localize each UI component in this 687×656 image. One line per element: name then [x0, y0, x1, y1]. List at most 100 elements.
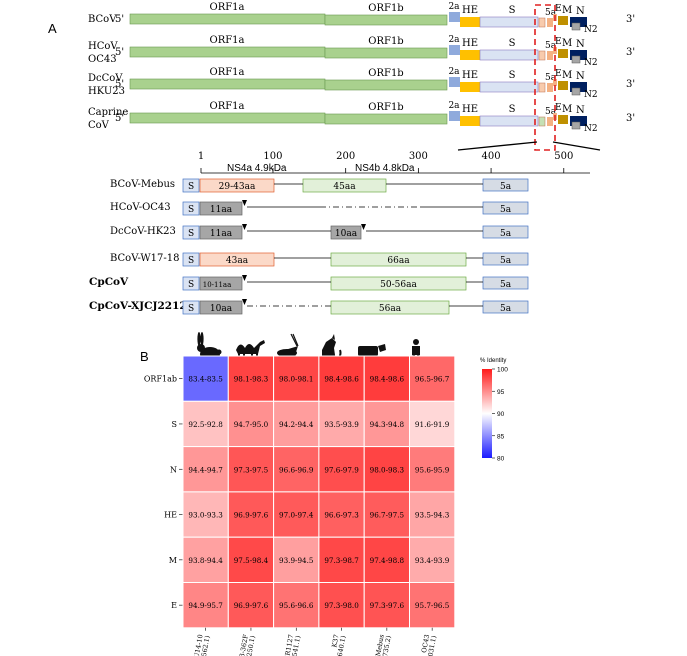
- orf1b-label: ORF1b: [368, 36, 403, 47]
- heatmap-cell-label: 97.0-97.4: [279, 511, 314, 520]
- heatmap-cell-label: 83.4-83.5: [188, 375, 223, 384]
- he-label: HE: [462, 104, 478, 115]
- zoom-5a-box: [482, 201, 529, 215]
- gene-5a-box: [547, 51, 553, 60]
- ns4b-seg: [330, 252, 467, 267]
- heatmap-row-label: S: [172, 420, 177, 429]
- heatmap-col-label: BCoV-Mebus(U00735.2): [371, 633, 393, 656]
- m-label: M: [562, 70, 572, 81]
- zoom-row-name: DcCoV-HK23: [110, 226, 176, 237]
- orf1a-label: ORF1a: [210, 2, 245, 13]
- s-label: S: [509, 5, 516, 16]
- he-label: HE: [462, 38, 478, 49]
- heatmap-cell-label: 98.4-98.6: [370, 375, 405, 384]
- heatmap-cell-label: 94.3-94.8: [370, 420, 405, 429]
- gene-2a-label: 2a: [448, 101, 460, 111]
- e-label: E: [555, 69, 562, 79]
- e-box: [553, 79, 557, 86]
- ns4-box: [538, 116, 546, 127]
- zoom-row: HCoV-OC43 S 5a 11aa: [110, 200, 529, 216]
- heatmap-cell-label: 96.9-97.6: [234, 511, 269, 520]
- gene-2a-box: [449, 12, 460, 22]
- heatmap-cell: [409, 582, 456, 629]
- orf1b-bar: [324, 79, 448, 91]
- heatmap-cell-label: 97.4-98.8: [370, 556, 405, 565]
- axis-tick-label: 200: [336, 151, 355, 162]
- colorbar-tick-label: 90: [497, 411, 505, 418]
- zoom-row-name: CpCoV-XJCJ2212: [89, 300, 187, 312]
- zoom-5a-box: [482, 276, 529, 290]
- s-box: [479, 16, 539, 28]
- zoom-row: DcCoV-HK23 S 5a 11aa 10aa: [110, 224, 529, 240]
- zoom-row: CpCoV S 5a 10-11aa 50-56aa: [89, 275, 529, 291]
- heatmap: ORF1ab 83.4-83.5 98.1-98.3 98.0-98.1 98.4-98…: [144, 355, 456, 656]
- zoom-axis: 1 100 200 300 400 500: [198, 151, 590, 174]
- heatmap-cell: [318, 582, 365, 629]
- axis-tick-label: 300: [409, 151, 428, 162]
- colorbar-tick-label: 100: [497, 367, 508, 374]
- n-box: [570, 116, 587, 126]
- genome-name: DcCoV: [88, 73, 123, 84]
- heatmap-cell-label: 97.6-97.9: [324, 465, 359, 474]
- heatmap-cell: [182, 400, 229, 448]
- ns4a-seg: [199, 178, 275, 193]
- n2-box: [571, 87, 581, 96]
- zoom-s-label: S: [188, 205, 194, 215]
- m-label: M: [562, 104, 572, 115]
- heatmap-col-label: HKU23-362F(KF906250.1): [234, 633, 257, 656]
- heatmap-cell-label: 94.7-95.0: [234, 420, 269, 429]
- n2-label: N2: [584, 90, 598, 100]
- n2-box: [571, 22, 581, 31]
- heatmap-cell-label: 96.7-97.5: [370, 511, 405, 520]
- heatmap-cell: [363, 491, 411, 538]
- he-box: [460, 82, 480, 92]
- zoom-5a-label: 5a: [500, 304, 512, 314]
- heatmap-cell: [227, 491, 275, 538]
- zoom-5a-label: 5a: [500, 182, 512, 192]
- three-prime-end: 3': [626, 79, 635, 90]
- n-box: [570, 17, 587, 27]
- stop-marker: [242, 275, 247, 281]
- n-label: N: [576, 71, 585, 82]
- ns4b-seg: [330, 300, 450, 315]
- orf1b-label: ORF1b: [368, 68, 403, 79]
- zoom-row-name: HCoV-OC43: [110, 202, 171, 213]
- gene-2a-box: [449, 77, 460, 87]
- heatmap-cell-label: 98.1-98.3: [234, 375, 269, 384]
- gene-5a-box: [547, 18, 553, 27]
- n-label: N: [576, 39, 585, 50]
- ns4b-seg: [330, 276, 467, 291]
- orf1a-bar: [129, 46, 326, 58]
- orf1b-label: ORF1b: [368, 102, 403, 113]
- axis-tick-label: 500: [554, 151, 573, 162]
- orf1a-bar: [129, 78, 326, 90]
- ns4b-seg-label: 50-56aa: [380, 280, 417, 290]
- stop-marker: [361, 224, 366, 230]
- orf1b-bar: [324, 14, 448, 26]
- s-label: S: [509, 70, 516, 81]
- three-prime-end: 3': [626, 14, 635, 25]
- he-box: [460, 17, 480, 27]
- gene-5a-box: [547, 117, 553, 126]
- heatmap-row-label: HE: [164, 511, 177, 520]
- gene-2a-label: 2a: [448, 67, 460, 77]
- ns4a-seg: [199, 201, 243, 216]
- genome-name-line2: HKU23: [88, 86, 125, 97]
- e-label: E: [555, 103, 562, 113]
- heatmap-cell-label: 93.9-94.5: [279, 556, 314, 565]
- zoom-5a-box: [482, 300, 529, 314]
- heatmap-cell: [182, 536, 229, 584]
- e-label: E: [555, 4, 562, 14]
- gene-2a-label: 2a: [448, 2, 460, 12]
- heatmap-cell-label: 92.5-92.8: [188, 420, 223, 429]
- he-box: [460, 116, 480, 126]
- heatmap-cell-label: 98.4-98.6: [324, 375, 359, 384]
- zoom-s-label: S: [188, 229, 194, 239]
- zoom-5a-box: [482, 252, 529, 266]
- heatmap-cell-label: 93.8-94.4: [188, 556, 223, 565]
- zoom-s-box: [182, 178, 200, 193]
- orf1a-label: ORF1a: [210, 35, 245, 46]
- genome-row: Caprine CoV 5' 3' ORF1a ORF1b 2a HE S 5aE M N N2: [88, 101, 635, 134]
